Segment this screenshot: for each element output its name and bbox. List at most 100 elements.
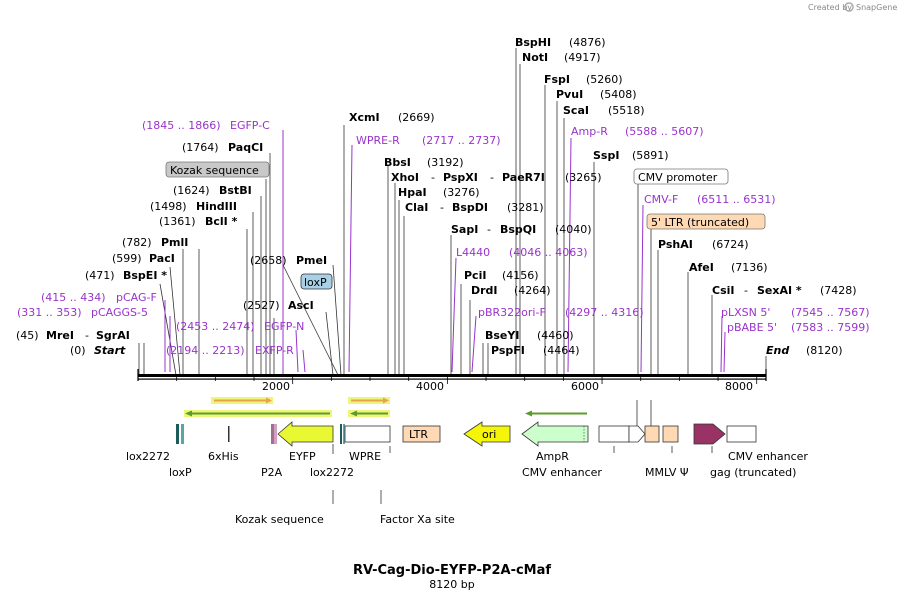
site-bbsi: BbsI [384,156,411,169]
feature-factor-xa-label: Factor Xa site [380,513,455,526]
feature-his6-label: 6xHis [208,450,239,463]
pos-bstbi: (1624) [173,184,210,197]
pos-pbr322: (4297 .. 4316) [565,306,644,319]
pos-xcmi: (2669) [398,111,435,124]
ltr5-box-label: 5' LTR (truncated) [651,216,749,229]
feature-label-connectors [332,400,713,504]
hyphen-sep: - [487,223,491,236]
primer-pcaggs5: pCAGGS-5 [91,306,148,319]
hyphen-sep: - [431,171,435,184]
feature-his6-mark[interactable] [228,426,230,442]
site-drdi: DrdI [471,284,498,297]
pos-cmvf: (6511 .. 6531) [697,193,776,206]
site-sapi: SapI [451,223,478,236]
feature-ltr-box[interactable] [402,425,441,443]
site-noti: NotI [522,51,548,64]
feature-eyfp-arrow[interactable] [277,421,334,447]
pos-pmei: (2658) [250,254,287,267]
pos-hindiii: (1498) [150,200,187,213]
feature-mmlv-label: MMLV Ψ [645,466,689,479]
site-afei: AfeI [689,261,714,274]
feature-ampr-label: AmpR [536,450,569,463]
site-sspi: SspI [593,149,619,162]
feature-ori-arrow[interactable] [463,421,511,447]
pos-noti: (4917) [564,51,601,64]
pos-pbabe: (7583 .. 7599) [791,321,870,334]
pos-fspi: (5260) [586,73,623,86]
primer-arrow-forward-1[interactable] [211,397,273,404]
primer-arrow-forward-2[interactable] [348,397,390,404]
snapgene-logo-icon [844,2,854,12]
site-hindiii: HindIII [196,200,237,213]
pos-bseyi: (4460) [537,329,574,342]
pos-sspi: (5891) [632,149,669,162]
pos-bsphi: (4876) [569,36,606,49]
site-xhoi: XhoI [391,171,419,184]
site-pspxi: PspXI [443,171,478,184]
feature-lox2272-a[interactable] [176,424,184,444]
feature-p2a-label: P2A [261,466,283,479]
site-mrei: MreI [46,329,74,342]
primer-egfpn: EGFP-N [264,320,304,333]
feature-ampr-arrow[interactable] [521,421,589,447]
pos-pcli: (4156) [502,269,539,282]
pos-scai: (5518) [608,104,645,117]
start-label: Start [94,344,126,357]
cmv-promoter-box-label: CMV promoter [638,171,718,184]
pos-pshai: (6724) [712,238,749,251]
feature-labels: lox2272 loxP 6xHis P2A EYFP lox2272 WPRE… [126,450,808,526]
feature-cmv-enhancer-a-box[interactable] [598,425,630,443]
primer-l4440: L4440 [456,246,490,259]
site-labels: (45) MreI - SgrAI (0) Start End (8120) (… [16,36,870,357]
primer-pbr322: pBR322ori-F [478,306,546,319]
primer-wprer: WPRE-R [356,134,400,147]
pos-bspqi: (4040) [555,223,592,236]
pos-exfpr: (2194 .. 2213) [166,344,245,357]
kozak-feature-box[interactable] [165,161,270,178]
site-bspqi: BspQI [500,223,536,236]
loxp-feature-box[interactable] [300,273,333,290]
site-pvui: PvuI [556,88,583,101]
ltr5-feature-box[interactable] [646,213,766,230]
feature-lox2272-b[interactable] [340,424,345,444]
feature-cmv-enhancer-b-box[interactable] [726,425,757,443]
site-bstbi: BstBI [219,184,252,197]
ruler-label-8000: 8000 [725,380,753,393]
pos-pspfi: (4464) [543,344,580,357]
site-csii: CsiI [712,284,734,297]
primer-arrow-reverse-2[interactable] [348,410,390,417]
snapgene-brand: SnapGene [856,3,897,12]
site-paci: PacI [149,252,175,265]
ruler-label-2000: 2000 [262,380,290,393]
site-sgrai: SgrAI [96,329,130,342]
pos-end: (8120) [806,344,843,357]
pos-bspdi: (3281) [507,201,544,214]
site-pmli: PmlI [161,236,188,249]
pos-start: (0) [70,344,86,357]
loxp-box-label: loxP [304,276,327,289]
feature-mmlv-box[interactable] [662,425,679,443]
feature-5ltr-box[interactable] [644,425,660,443]
feature-p2a[interactable] [271,424,277,444]
cmv-promoter-feature-box[interactable] [633,168,729,185]
feature-gag-arrow[interactable] [693,423,726,445]
pos-pcagf: (415 .. 434) [41,291,106,304]
primer-arrow-reverse-1[interactable] [184,410,332,417]
ruler-label-6000: 6000 [571,380,599,393]
kozak-box-label: Kozak sequence [170,164,259,177]
primer-arrow-reverse-3[interactable] [525,410,587,417]
pos-egfpn: (2453 .. 2474) [176,320,255,333]
pos-asci: (2527) [243,299,280,312]
site-pcli: PciI [464,269,486,282]
site-paer7i: PaeR7I [502,171,545,184]
primer-plxsn: pLXSN 5' [721,306,770,319]
pos-bspei: (471) [85,269,115,282]
pos-mrei: (45) [16,329,39,342]
feature-lox2272-b-label: lox2272 [310,466,354,479]
plasmid-size: 8120 bp [429,578,474,591]
feature-eyfp-label: EYFP [289,450,316,463]
feature-cmv-promoter-arrow[interactable] [628,425,646,443]
feature-wpre-box[interactable] [344,425,391,443]
feature-loxp-label: loxP [169,466,192,479]
plasmid-title: RV-Cag-Dio-EYFP-P2A-cMaf [353,563,551,578]
